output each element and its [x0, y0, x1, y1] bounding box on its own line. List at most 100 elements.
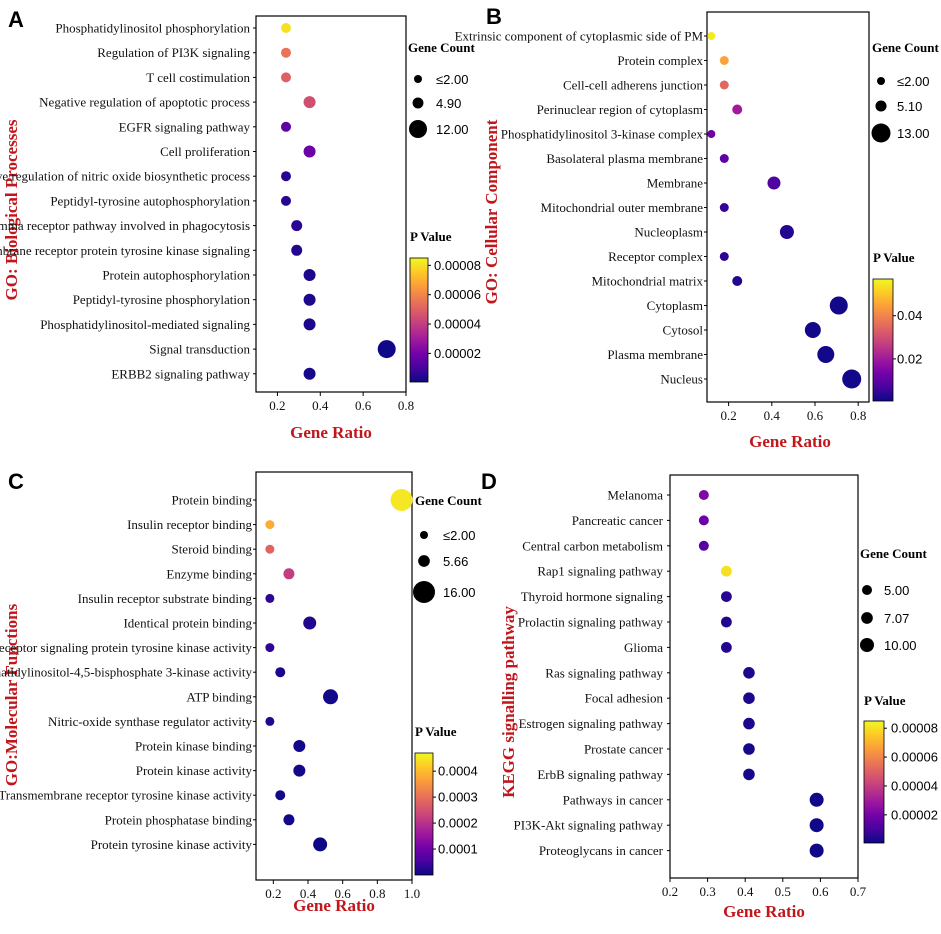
data-point [281, 72, 291, 83]
x-tick-label: 0.4 [737, 884, 754, 899]
category-label: Peptidyl-tyrosine phosphorylation [73, 292, 251, 307]
data-point [303, 616, 317, 630]
category-label: Estrogen signaling pathway [519, 716, 664, 731]
data-point [303, 293, 316, 306]
data-point [283, 814, 295, 826]
size-legend-label: 10.00 [884, 638, 917, 653]
size-legend-label: 4.90 [436, 96, 461, 111]
category-label: Pancreatic cancer [572, 513, 664, 528]
category-label: Nucleoplasm [634, 225, 703, 240]
colorbar-tick-label: 0.0004 [438, 764, 478, 779]
category-label: Basolateral plasma membrane [546, 151, 703, 166]
x-tick-label: 0.8 [369, 886, 385, 901]
size-legend-title: Gene Count [860, 546, 927, 561]
category-label: Fc-gamma receptor pathway involved in ph… [0, 218, 250, 233]
category-label: Identical protein binding [123, 616, 252, 631]
x-tick-label: 0.5 [775, 884, 791, 899]
size-legend-label: ≤2.00 [443, 528, 475, 543]
data-point [707, 32, 716, 40]
category-label: Negative regulation of apoptotic process [39, 95, 250, 110]
colorbar-tick-label: 0.00006 [891, 750, 938, 765]
category-label: Thyroid hormone signaling [521, 589, 664, 604]
category-label: EGFR signaling pathway [119, 119, 251, 134]
category-label: Ras signaling pathway [545, 665, 663, 680]
category-label: Mitochondrial matrix [591, 274, 703, 289]
data-point [293, 764, 306, 777]
data-point [698, 490, 709, 500]
chart-panel-a: A GO: Biological Processes 0.2 0.4 0.6 0.8 Gen… [0, 7, 481, 442]
category-label: Glioma [624, 640, 663, 655]
x-tick-label: 0.2 [720, 408, 736, 423]
category-label: Phosphatidylinositol 3-kinase complex [501, 127, 704, 142]
data-point [719, 252, 729, 261]
x-tick-label: 0.4 [764, 408, 781, 423]
category-label: Cytoplasm [647, 298, 703, 313]
size-legend-label: 5.00 [884, 583, 909, 598]
category-label: PI3K-Akt signaling pathway [514, 818, 664, 833]
category-label: Transmembrane receptor protein tyrosine … [0, 243, 250, 258]
x-tick-label: 0.2 [265, 886, 281, 901]
size-legend-label: ≤2.00 [897, 74, 929, 89]
data-point [281, 23, 291, 33]
data-point [281, 195, 291, 206]
category-label: Protein autophosphorylation [102, 268, 250, 283]
size-legend-dot [412, 97, 424, 109]
color-legend-title: P Value [410, 229, 452, 244]
data-point [721, 642, 732, 653]
size-legend-title: Gene Count [415, 493, 482, 508]
category-label: Extrinsic component of cytoplasmic side … [455, 29, 704, 44]
size-legend-label: 12.00 [436, 122, 469, 137]
size-legend-dot [409, 120, 427, 138]
size-legend-dot [413, 581, 435, 603]
data-point [809, 792, 824, 807]
data-point [265, 593, 275, 603]
colorbar-tick-label: 0.00002 [891, 807, 938, 822]
x-tick-label: 0.6 [807, 408, 824, 423]
category-label: Protein binding [171, 493, 252, 508]
colorbar-tick-label: 0.00006 [434, 287, 481, 302]
data-point [719, 80, 729, 90]
size-legend-title: Gene Count [872, 40, 939, 55]
data-point [265, 544, 275, 554]
size-legend-dot [861, 612, 873, 624]
category-label: Receptor signaling protein tyrosine kina… [0, 640, 252, 655]
size-legend-dot [871, 123, 891, 143]
data-point [719, 154, 729, 163]
color-legend-title: P Value [415, 724, 457, 739]
data-point [275, 790, 286, 801]
x-tick-label: 0.8 [398, 398, 414, 413]
data-point [293, 740, 306, 752]
category-label: Melanoma [607, 488, 663, 503]
data-point [732, 276, 743, 286]
x-axis-label: Gene Ratio [290, 423, 372, 442]
category-label: Protein kinase binding [135, 739, 252, 754]
size-legend-title: Gene Count [408, 40, 475, 55]
data-point [283, 568, 295, 580]
data-point [265, 520, 275, 530]
data-point [743, 717, 755, 730]
plot-frame [255, 471, 413, 881]
panel-title: GO:Molecular Functions [2, 603, 21, 786]
plot-frame [669, 474, 859, 879]
category-label: T cell costimulation [146, 70, 250, 85]
colorbar [872, 278, 894, 402]
data-point [743, 667, 755, 679]
category-label: Protein kinase activity [136, 763, 253, 778]
size-legend-label: 5.10 [897, 99, 922, 114]
size-legend-dot [414, 75, 422, 83]
x-tick-label: 0.6 [355, 398, 372, 413]
size-legend-label: 16.00 [443, 585, 476, 600]
colorbar [414, 752, 434, 876]
colorbar-tick-label: 0.00002 [434, 346, 481, 361]
data-point [779, 225, 794, 239]
data-point [291, 220, 303, 232]
panel-title: GO: Biological Processes [2, 119, 21, 300]
data-point [303, 269, 316, 281]
x-tick-label: 0.8 [850, 408, 866, 423]
category-label: Mitochondrial outer membrane [541, 200, 704, 215]
category-label: Focal adhesion [585, 691, 664, 706]
chart-panel-b: B GO: Cellular Component 0.2 0.4 0.6 0.8 Gene … [455, 4, 940, 451]
colorbar-tick-label: 0.0001 [438, 842, 478, 857]
category-label: Steroid binding [171, 542, 252, 557]
x-tick-label: 0.6 [335, 886, 352, 901]
